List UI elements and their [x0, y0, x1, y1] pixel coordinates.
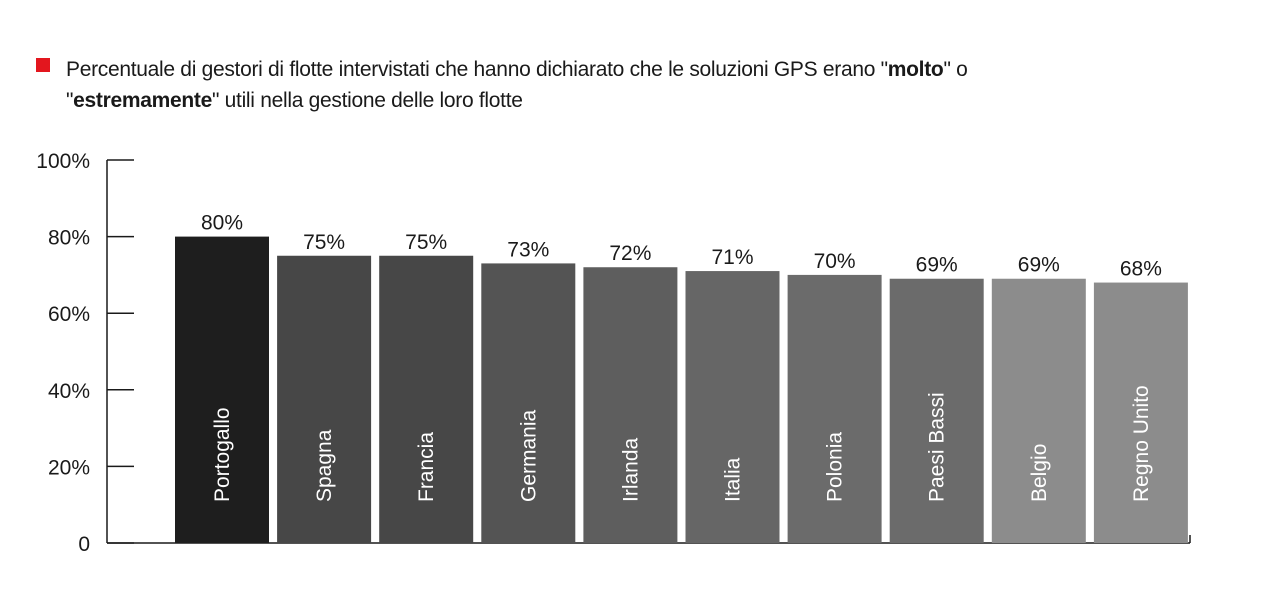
y-tick-label: 40% [48, 380, 90, 403]
category-label: Regno Unito [1130, 385, 1153, 502]
bar-germania [481, 263, 576, 543]
category-label: Polonia [824, 432, 847, 502]
bar-paesi-bassi [889, 278, 984, 543]
value-label: 75% [303, 231, 345, 254]
legend-bold-molto: molto [887, 58, 944, 81]
bar-belgio [991, 278, 1086, 543]
category-label: Irlanda [619, 437, 642, 502]
value-label: 69% [1018, 254, 1060, 277]
bar-portogallo [175, 236, 269, 543]
value-label: 72% [609, 242, 651, 265]
value-label: 70% [814, 250, 856, 273]
bar-francia [379, 255, 474, 543]
category-label: Belgio [1028, 444, 1051, 502]
category-label: Germania [517, 409, 540, 502]
bar-irlanda [583, 267, 678, 543]
legend-swatch [36, 58, 50, 72]
category-label: Portogallo [211, 407, 234, 502]
value-label: 80% [201, 212, 243, 235]
bar-regno-unito [1093, 282, 1188, 543]
legend-text: Percentuale di gestori di flotte intervi… [66, 58, 968, 112]
bar-spagna [277, 255, 372, 543]
y-tick-label: 60% [48, 303, 90, 326]
category-label: Paesi Bassi [926, 392, 949, 502]
category-label: Francia [415, 432, 438, 502]
y-tick-label: 20% [48, 456, 90, 479]
y-tick-label: 80% [48, 227, 90, 250]
value-label: 75% [405, 231, 447, 254]
value-label: 71% [711, 246, 753, 269]
bar-polonia [787, 274, 882, 543]
y-tick-label: 100% [36, 150, 90, 173]
bar-italia [685, 271, 780, 543]
legend-bold-estremamente: estremamente [73, 89, 212, 112]
value-label: 69% [916, 254, 958, 277]
y-tick-label: 0 [78, 533, 90, 556]
value-label: 68% [1120, 258, 1162, 281]
category-label: Italia [722, 457, 745, 502]
value-label: 73% [507, 238, 549, 261]
category-label: Spagna [313, 429, 336, 502]
